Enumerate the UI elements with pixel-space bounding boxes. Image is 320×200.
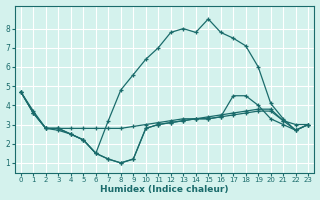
X-axis label: Humidex (Indice chaleur): Humidex (Indice chaleur): [100, 185, 229, 194]
